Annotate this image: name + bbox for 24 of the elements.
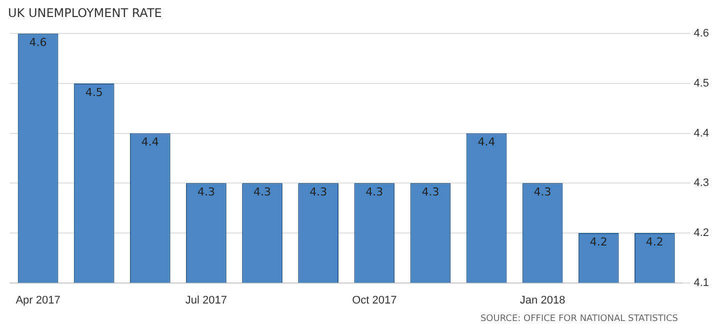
y-tick-label: 4.5 [694,77,710,90]
data-label: 4.5 [85,86,103,99]
data-label: 4.2 [590,235,608,248]
source-note: SOURCE: OFFICE FOR NATIONAL STATISTICS [480,314,678,324]
data-label: 4.4 [478,136,496,149]
data-label: 4.3 [310,185,328,198]
y-tick-label: 4.2 [694,226,710,239]
y-tick-label: 4.6 [694,28,710,40]
data-label: 4.3 [366,185,384,198]
data-label: 4.6 [29,36,47,49]
x-tick-label: Jul 2017 [185,294,228,306]
y-tick-label: 4.1 [694,276,710,289]
data-label: 4.3 [422,185,440,198]
data-label: 4.3 [254,185,272,198]
data-label: 4.3 [534,185,552,198]
y-tick-label: 4.3 [694,177,710,190]
x-tick-label: Oct 2017 [352,294,397,306]
data-label: 4.2 [646,235,664,248]
data-label: 4.4 [141,136,159,149]
chart-title: UK UNEMPLOYMENT RATE [8,6,162,20]
x-tick-label: Apr 2017 [16,294,60,306]
data-label: 4.3 [197,185,215,198]
y-tick-label: 4.4 [694,127,710,140]
x-tick-label: Jan 2018 [520,294,566,306]
